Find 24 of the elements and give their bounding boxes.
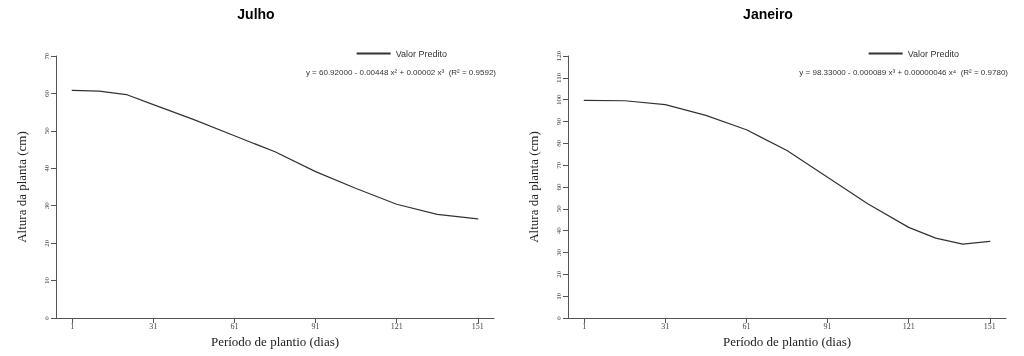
legend-label: Valor Predito: [395, 48, 447, 59]
chart-title: Janeiro: [743, 6, 793, 22]
annotation: y = 98.33000 - 0.000089 x³ + 0.00000046 x⁴ (R² = 0.9780): [799, 67, 1009, 77]
x-tick-label: 91: [823, 321, 832, 331]
x-axis-title: Período de plantio (dias): [722, 333, 852, 349]
annotation: y = 60.92000 - 0.00448 x² + 0.00002 x³ (R² = 0.9592): [305, 67, 497, 77]
x-tick-label: 91: [311, 321, 320, 331]
x-tick-label: 1: [582, 321, 587, 331]
x-tick-label: 121: [902, 321, 915, 331]
x-tick-label: 31: [661, 321, 670, 331]
x-tick-label: 151: [471, 321, 484, 331]
legend-label: Valor Predito: [907, 48, 959, 59]
line-series: [583, 99, 991, 245]
line-series: [71, 89, 479, 220]
x-tick-label: 1: [70, 321, 75, 331]
x-tick-label: 61: [742, 321, 751, 331]
x-axis-title: Período de plantio (dias): [210, 333, 340, 349]
x-tick-label: 31: [149, 321, 158, 331]
x-tick-label: 151: [983, 321, 996, 331]
y-axis-title: Altura da planta (cm): [14, 131, 29, 243]
x-tick-label: 61: [230, 321, 239, 331]
x-tick-label: 121: [390, 321, 403, 331]
y-axis-title: Altura da planta (cm): [526, 131, 541, 243]
chart-title: Julho: [237, 6, 275, 22]
